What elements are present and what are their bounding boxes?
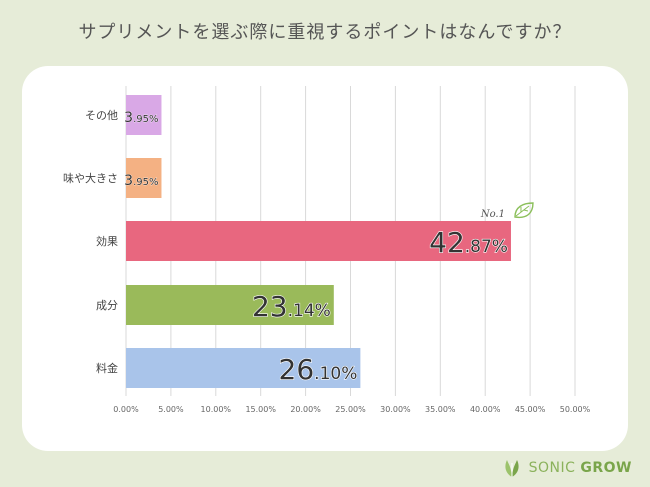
value-label: 3.95% [124, 110, 158, 126]
category-label: 成分 [96, 299, 118, 312]
x-tick-label: 30.00% [380, 405, 411, 414]
x-tick-label: 15.00% [245, 405, 276, 414]
category-label: 効果 [96, 234, 118, 248]
category-label: 味や大きさ [63, 171, 118, 185]
category-label: 料金 [96, 361, 118, 375]
category-label: その他 [85, 109, 118, 122]
value-label: 42.87% [429, 226, 508, 259]
value-label: 26.10% [279, 353, 358, 386]
brand-logo: SONIC GROW [501, 457, 632, 479]
leaf-logo-icon [505, 460, 519, 477]
x-tick-label: 50.00% [560, 405, 591, 414]
value-label: 3.95% [124, 173, 158, 189]
rank-badge: No.1 [480, 209, 505, 220]
bar [126, 285, 334, 325]
bar [126, 158, 162, 198]
bar [126, 95, 162, 135]
chart-title: サプリメントを選ぶ際に重視するポイントはなんですか？ [78, 22, 572, 43]
x-tick-label: 10.00% [201, 405, 232, 414]
x-tick-label: 40.00% [470, 405, 501, 414]
x-tick-label: 20.00% [290, 405, 321, 414]
value-label: 23.14% [252, 290, 331, 323]
x-tick-label: 0.00% [113, 405, 139, 414]
x-tick-label: 25.00% [335, 405, 366, 414]
brand-name: SONIC GROW [528, 460, 632, 476]
x-tick-label: 5.00% [158, 405, 184, 414]
chart-panel: 0.00% 5.00% 10.00% 15.00% 20.00% 25.00% 30.00%… [22, 66, 628, 451]
bar [126, 221, 511, 261]
leaf-icon [514, 202, 534, 219]
bar [126, 348, 361, 388]
x-tick-label: 45.00% [515, 405, 546, 414]
x-tick-label: 35.00% [425, 405, 456, 414]
bar-chart: 0.00% 5.00% 10.00% 15.00% 20.00% 25.00% 30.00%… [63, 86, 591, 414]
